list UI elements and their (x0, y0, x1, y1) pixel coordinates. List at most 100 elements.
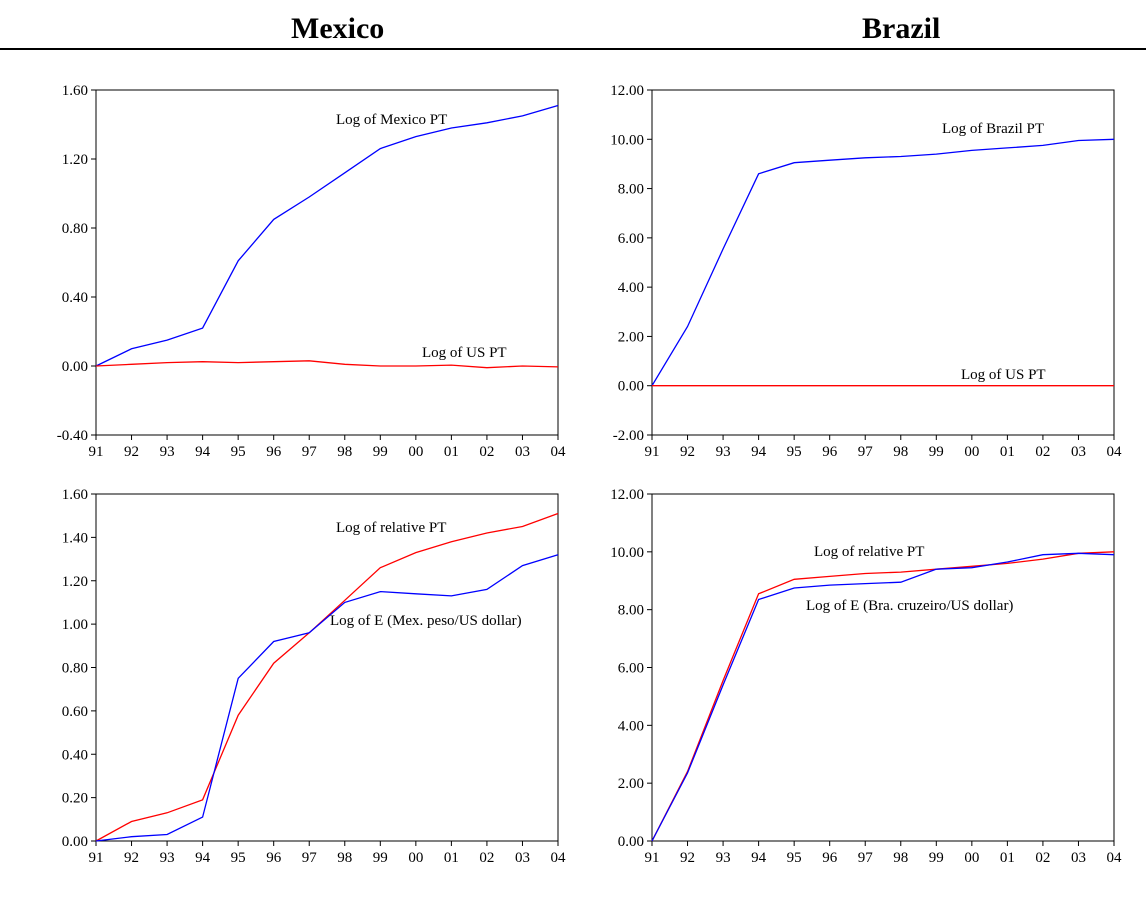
header-brazil: Brazil (862, 12, 941, 45)
series-label: Log of E (Mex. peso/US dollar) (330, 613, 522, 629)
x-tick-label: 93 (160, 850, 175, 866)
y-tick-label: 0.40 (62, 747, 88, 763)
chart-panel-4: 0.00 2.00 4.00 6.00 8.00 10.00 12.00 91 92 93 94 95… (610, 487, 1122, 866)
x-tick-label: 95 (787, 850, 802, 866)
y-tick-label: 6.00 (618, 231, 644, 247)
x-tick-label: 01 (1000, 444, 1015, 460)
y-tick-label: 1.20 (62, 574, 88, 590)
y-tick-label: -0.40 (57, 428, 88, 444)
series-line (95, 104, 559, 367)
series-label: Log of relative PT (336, 520, 446, 536)
x-tick-label: 01 (444, 850, 459, 866)
x-tick-label: 01 (1000, 850, 1015, 866)
x-tick-label: 96 (266, 850, 282, 866)
x-tick-label: 97 (302, 444, 318, 460)
x-tick-label: 03 (1071, 850, 1086, 866)
series-label: Log of Mexico PT (336, 112, 447, 128)
y-tick-label: 8.00 (618, 603, 644, 619)
x-tick-label: 02 (479, 850, 494, 866)
x-tick-label: 98 (337, 850, 352, 866)
chart-panel-1: -0.40 0.00 0.40 0.80 1.20 1.60 91 92 93 94 95 96 97 9… (57, 83, 566, 460)
x-tick-label: 98 (893, 444, 908, 460)
y-tick-label: 8.00 (618, 182, 644, 198)
y-tick-label: 0.00 (618, 834, 644, 850)
x-tick-label: 99 (373, 444, 388, 460)
y-tick-label: 1.20 (62, 152, 88, 168)
x-tick-label: 03 (515, 444, 530, 460)
x-tick-label: 98 (337, 444, 352, 460)
x-tick-label: 94 (751, 850, 767, 866)
series-line (95, 360, 559, 369)
y-tick-label: 4.00 (618, 718, 644, 734)
x-tick-label: 00 (964, 850, 979, 866)
x-tick-label: 02 (1035, 444, 1050, 460)
y-tick-label: 1.40 (62, 530, 88, 546)
x-tick-label: 95 (231, 850, 246, 866)
x-tick-label: 94 (195, 444, 211, 460)
x-tick-label: 97 (858, 850, 874, 866)
series-line (651, 551, 1115, 842)
chart-panel-2: -2.00 0.00 2.00 4.00 6.00 8.00 10.00 12.00 91 92 9… (610, 83, 1122, 460)
y-tick-label: 0.60 (62, 704, 88, 720)
y-tick-label: 0.00 (62, 359, 88, 375)
x-tick-label: 92 (680, 850, 695, 866)
x-tick-label: 92 (680, 444, 695, 460)
x-tick-label: 94 (751, 444, 767, 460)
series-label: Log of E (Bra. cruzeiro/US dollar) (806, 598, 1013, 614)
x-tick-label: 99 (929, 850, 944, 866)
x-tick-label: 96 (266, 444, 282, 460)
x-tick-label: 95 (787, 444, 802, 460)
x-tick-label: 04 (1107, 444, 1123, 460)
y-tick-label: 1.60 (62, 487, 88, 503)
x-tick-label: 93 (160, 444, 175, 460)
series-line (651, 552, 1115, 842)
x-tick-label: 99 (373, 850, 388, 866)
y-tick-label: 10.00 (610, 545, 644, 561)
x-tick-label: 92 (124, 444, 139, 460)
series-label: Log of US PT (422, 345, 507, 361)
series-label: Log of US PT (961, 367, 1046, 383)
y-tick-label: 1.60 (62, 83, 88, 99)
y-tick-label: 12.00 (610, 83, 644, 99)
x-tick-label: 96 (822, 850, 838, 866)
x-tick-label: 00 (408, 850, 423, 866)
y-tick-label: 0.80 (62, 661, 88, 677)
y-tick-label: 1.00 (62, 617, 88, 633)
x-tick-label: 00 (408, 444, 423, 460)
x-tick-label: 92 (124, 850, 139, 866)
series-line (651, 138, 1115, 387)
x-tick-label: 00 (964, 444, 979, 460)
x-tick-label: 04 (551, 850, 567, 866)
y-tick-label: 12.00 (610, 487, 644, 503)
x-tick-label: 91 (645, 850, 660, 866)
y-tick-label: 4.00 (618, 280, 644, 296)
x-tick-label: 91 (89, 444, 104, 460)
x-tick-label: 99 (929, 444, 944, 460)
y-tick-label: -2.00 (613, 428, 644, 444)
y-tick-label: 2.00 (618, 776, 644, 792)
x-tick-label: 91 (645, 444, 660, 460)
x-tick-label: 97 (302, 850, 318, 866)
series-line (95, 554, 559, 842)
x-tick-label: 98 (893, 850, 908, 866)
series-label: Log of Brazil PT (942, 121, 1044, 137)
series-line (95, 512, 559, 842)
header-mexico: Mexico (291, 12, 385, 45)
x-tick-label: 03 (515, 850, 530, 866)
y-tick-label: 0.20 (62, 791, 88, 807)
x-tick-label: 97 (858, 444, 874, 460)
y-tick-label: 0.80 (62, 221, 88, 237)
x-tick-label: 02 (479, 444, 494, 460)
y-tick-label: 2.00 (618, 329, 644, 345)
x-tick-label: 93 (716, 444, 731, 460)
y-tick-label: 6.00 (618, 661, 644, 677)
x-tick-label: 01 (444, 444, 459, 460)
y-tick-label: 0.00 (618, 379, 644, 395)
y-tick-label: 0.40 (62, 290, 88, 306)
x-tick-label: 03 (1071, 444, 1086, 460)
plot-frame (95, 493, 559, 842)
x-tick-label: 95 (231, 444, 246, 460)
plot-frame (95, 89, 559, 436)
plot-frame (651, 89, 1115, 436)
